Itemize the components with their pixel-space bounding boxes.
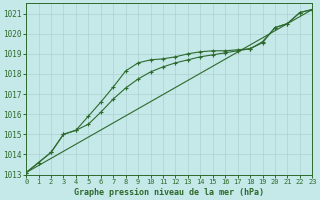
- X-axis label: Graphe pression niveau de la mer (hPa): Graphe pression niveau de la mer (hPa): [74, 188, 264, 197]
